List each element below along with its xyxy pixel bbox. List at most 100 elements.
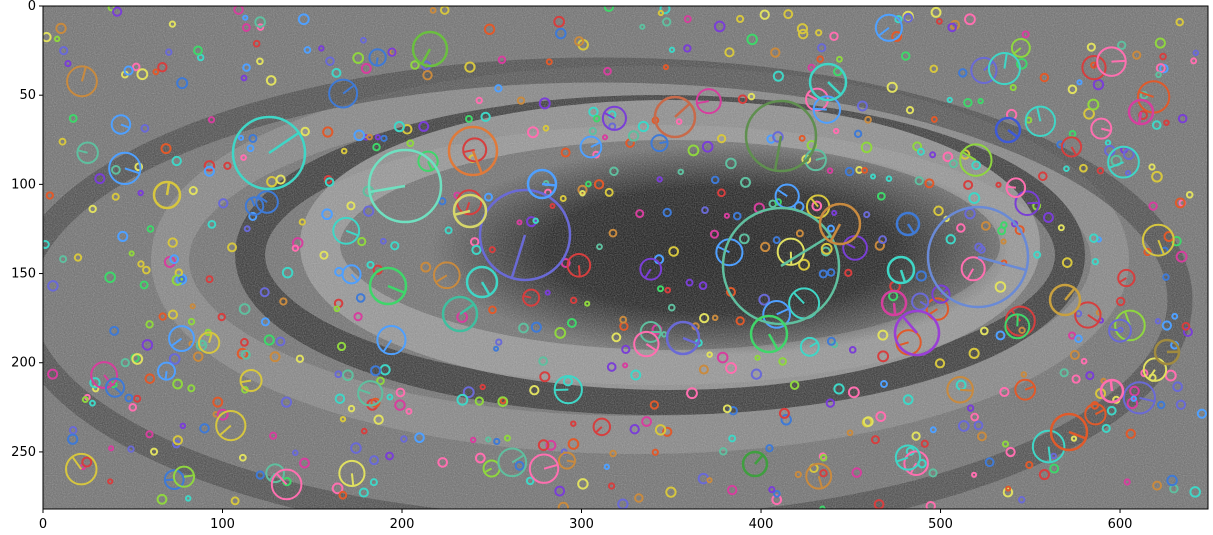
keypoint-circle <box>657 9 665 17</box>
keypoint-circle <box>930 115 938 123</box>
keypoint-circle <box>579 135 603 159</box>
keypoint-circle <box>1155 71 1162 79</box>
keypoint-layer <box>43 6 1207 509</box>
keypoint-circle <box>1162 273 1170 281</box>
keypoint-circle <box>269 431 278 440</box>
keypoint-orientation <box>268 472 276 481</box>
keypoint-circle <box>360 427 368 435</box>
keypoint-circle <box>265 463 286 484</box>
keypoint-circle <box>562 376 574 387</box>
keypoint-circle <box>480 111 491 123</box>
keypoint-orientation <box>829 223 842 243</box>
keypoint-circle <box>240 337 249 347</box>
keypoint-circle <box>1021 30 1030 39</box>
keypoint-circle <box>980 220 991 231</box>
keypoint-circle <box>488 246 496 254</box>
keypoint-circle <box>414 432 425 444</box>
keypoint-orientation <box>510 234 527 279</box>
keypoint-circle <box>172 465 196 488</box>
keypoint-circle <box>149 447 159 456</box>
keypoint-circle <box>621 344 631 354</box>
keypoint-circle <box>928 468 938 478</box>
keypoint-circle <box>826 167 834 174</box>
keypoint-circle <box>207 116 216 124</box>
keypoint-circle <box>577 478 589 490</box>
keypoint-circle <box>1127 98 1155 126</box>
keypoint-circle <box>168 353 181 365</box>
keypoint-circle <box>946 96 953 104</box>
keypoint-circle <box>1190 57 1198 65</box>
keypoint-circle <box>1063 165 1070 173</box>
keypoint-circle <box>1061 257 1073 268</box>
keypoint-circle <box>957 420 970 432</box>
keypoint-circle <box>358 487 369 498</box>
keypoint-circle <box>1031 429 1066 464</box>
keypoint-circle <box>895 211 921 237</box>
keypoint-orientation <box>114 386 123 395</box>
keypoint-circle <box>217 312 226 322</box>
keypoint-circle <box>542 124 550 132</box>
keypoint-circle <box>567 438 580 450</box>
keypoint-circle <box>749 314 789 354</box>
keypoint-circle <box>875 411 887 422</box>
keypoint-circle <box>933 205 944 217</box>
keypoint-circle <box>193 45 203 56</box>
keypoint-circle <box>1172 381 1183 393</box>
keypoint-circle <box>418 120 430 132</box>
keypoint-orientation <box>124 167 140 175</box>
keypoint-circle <box>47 368 59 380</box>
keypoint-circle <box>1123 478 1131 486</box>
keypoint-circle <box>1079 163 1088 173</box>
keypoint-circle <box>400 435 408 443</box>
keypoint-circle <box>462 137 488 163</box>
keypoint-circle <box>662 426 673 437</box>
keypoint-orientation <box>645 343 658 352</box>
keypoint-circle <box>836 55 843 63</box>
keypoint-circle <box>815 29 823 37</box>
keypoint-circle <box>772 236 781 245</box>
keypoint-circle <box>1025 460 1034 469</box>
keypoint-circle <box>1129 385 1140 397</box>
keypoint-circle <box>1104 139 1112 146</box>
keypoint-orientation <box>577 265 581 277</box>
keypoint-orientation <box>674 102 691 118</box>
keypoint-circle <box>1151 120 1162 130</box>
keypoint-circle <box>570 420 577 427</box>
keypoint-circle <box>339 415 347 423</box>
keypoint-orientation <box>961 151 977 161</box>
keypoint-circle <box>797 28 809 40</box>
keypoint-circle <box>380 134 388 143</box>
keypoint-circle <box>295 354 305 363</box>
keypoint-circle <box>716 133 727 144</box>
keypoint-circle <box>1067 84 1078 95</box>
keypoint-circle <box>1152 480 1163 491</box>
keypoint-circle <box>1196 408 1207 419</box>
keypoint-circle <box>701 206 709 214</box>
keypoint-circle <box>172 435 184 446</box>
keypoint-circle <box>218 198 229 209</box>
keypoint-circle <box>110 114 132 135</box>
keypoint-circle <box>158 312 167 321</box>
keypoint-circle <box>47 280 59 292</box>
keypoint-circle <box>474 396 484 406</box>
keypoint-circle <box>437 457 449 468</box>
keypoint-circle <box>1049 463 1060 474</box>
keypoint-circle <box>233 6 244 15</box>
keypoint-circle <box>368 48 387 67</box>
keypoint-circle <box>45 191 54 200</box>
keypoint-circle <box>88 204 97 214</box>
keypoint-circle <box>1001 440 1010 448</box>
y-axis: 0 50 100 150 200 250 <box>11 0 43 460</box>
keypoint-circle <box>145 430 154 439</box>
keypoint-circle <box>530 321 542 333</box>
keypoint-circle <box>832 127 840 135</box>
keypoint-circle <box>856 100 868 112</box>
keypoint-circle <box>141 265 151 275</box>
keypoint-circle <box>736 14 745 24</box>
keypoint-circle <box>945 234 956 245</box>
keypoint-orientation <box>899 269 907 283</box>
keypoint-circle <box>1177 113 1188 124</box>
x-axis: 0 100 200 300 400 500 600 <box>39 509 1132 532</box>
keypoint-circle <box>747 92 756 101</box>
keypoint-circle <box>92 385 100 393</box>
